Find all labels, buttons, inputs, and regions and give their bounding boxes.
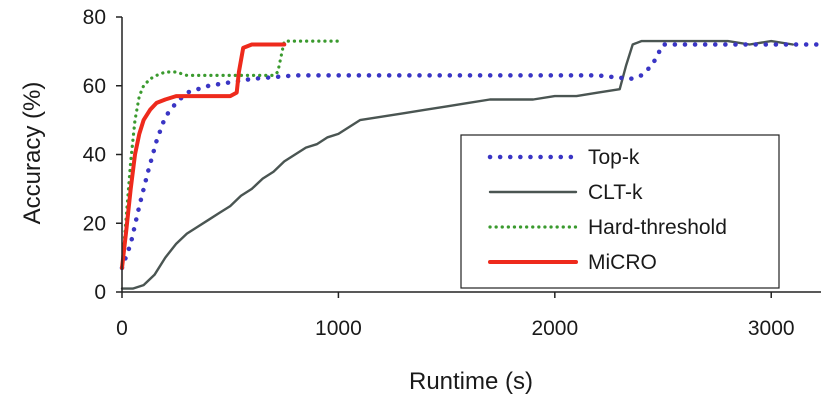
y-tick-label: 40 xyxy=(83,144,106,167)
legend-label: Hard-threshold xyxy=(588,216,727,239)
x-ticks: 0 1000 2000 3000 xyxy=(116,292,795,340)
x-tick-label: 3000 xyxy=(748,317,795,340)
legend-items: Top-k CLT-k Hard-threshold MiCRO xyxy=(487,146,727,274)
series-layer xyxy=(119,39,824,290)
x-tick-label: 1000 xyxy=(315,317,362,340)
y-ticks: 0 20 40 60 80 xyxy=(83,6,122,304)
y-axis-title: Accuracy (%) xyxy=(19,82,46,225)
axes-layer: 0 1000 2000 3000 0 20 40 60 80 xyxy=(83,6,821,340)
x-axis-title: Runtime (s) xyxy=(409,368,533,395)
y-tick-label: 20 xyxy=(83,212,106,235)
series-line-micro xyxy=(120,42,287,270)
y-tick-label: 0 xyxy=(94,281,106,304)
y-tick-label: 80 xyxy=(83,6,106,29)
series-line-clt-k xyxy=(120,39,795,290)
legend-label: MiCRO xyxy=(588,251,657,274)
series-line-hard-threshold xyxy=(120,39,340,270)
x-tick-label: 2000 xyxy=(531,317,578,340)
series-line-top-k xyxy=(119,42,824,271)
legend-label: CLT-k xyxy=(588,181,643,204)
x-tick-label: 0 xyxy=(116,317,128,340)
legend-label: Top-k xyxy=(588,146,640,169)
legend: Top-k CLT-k Hard-threshold MiCRO xyxy=(460,134,780,289)
y-tick-label: 60 xyxy=(83,75,106,98)
